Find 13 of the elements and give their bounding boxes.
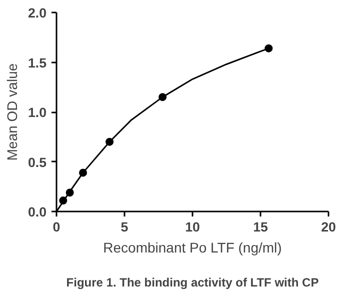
- caption: Figure 1. The binding activity of LTF with CP: [66, 276, 319, 290]
- y-tick-label: 0.5: [28, 154, 48, 170]
- x-tick-label: 0: [52, 220, 60, 234]
- y-tick-label: 2.0: [28, 6, 47, 20]
- x-tick-label: 20: [321, 220, 336, 234]
- x-tick-label: 10: [185, 220, 200, 234]
- y-axis-title: Mean OD value: [4, 63, 20, 161]
- x-tick-label: 5: [120, 220, 129, 234]
- y-tick-label: 0.0: [28, 204, 47, 220]
- x-axis-title: Recombinant Po LTF (ng/ml): [103, 240, 282, 256]
- y-tick-label: 1.0: [28, 105, 47, 120]
- y-tick-label: 1.5: [28, 55, 48, 70]
- x-tick-label: 15: [253, 220, 268, 234]
